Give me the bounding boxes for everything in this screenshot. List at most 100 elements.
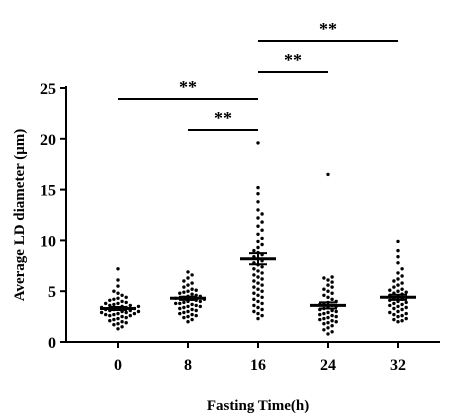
data-point: [252, 248, 256, 253]
data-point: [132, 311, 137, 316]
data-point: [404, 316, 408, 321]
data-point: [396, 255, 400, 259]
data-point: [116, 311, 120, 316]
data-point: [252, 285, 256, 289]
data-point: [112, 302, 116, 307]
data-point: [326, 310, 330, 315]
data-point: [318, 317, 322, 322]
x-tick-label: 16: [250, 357, 266, 374]
data-point: [108, 319, 112, 323]
data-point: [260, 313, 264, 318]
data-point: [252, 297, 256, 301]
data-point: [178, 301, 182, 306]
y-tick-label: 25: [40, 81, 56, 98]
data-point: [178, 291, 182, 295]
x-tick-label: 24: [320, 357, 336, 374]
data-point: [252, 309, 256, 314]
data-point: [256, 185, 260, 190]
data-point: [104, 312, 108, 317]
data-point: [116, 278, 120, 282]
data-point: [136, 304, 141, 309]
data-point: [330, 324, 334, 328]
data-point: [330, 313, 334, 318]
data-point: [404, 305, 408, 310]
data-point: [326, 315, 330, 320]
data-point: [260, 271, 264, 275]
data-point: [388, 303, 392, 308]
data-point: [326, 278, 330, 282]
data-point: [174, 301, 178, 306]
data-point: [392, 285, 396, 289]
data-point: [182, 300, 186, 305]
data-point: [322, 316, 326, 321]
data-point: [260, 212, 264, 216]
data-point: [256, 293, 260, 297]
data-point: [136, 309, 141, 314]
data-point: [396, 320, 400, 324]
data-point: [396, 304, 400, 309]
data-point: [120, 325, 124, 329]
data-point: [400, 319, 404, 323]
data-point: [260, 307, 264, 312]
data-point: [190, 292, 194, 296]
x-tick-label: 32: [390, 357, 406, 374]
data-point: [120, 320, 124, 324]
data-point: [326, 326, 330, 330]
data-point: [392, 306, 396, 311]
data-point: [396, 314, 400, 319]
data-point: [252, 267, 256, 271]
data-point: [260, 242, 264, 247]
data-point: [112, 289, 116, 293]
data-point: [198, 304, 202, 309]
data-point: [256, 305, 260, 310]
data-point: [256, 141, 260, 145]
data-point: [256, 216, 260, 220]
data-point: [322, 293, 326, 297]
data-point: [252, 279, 256, 283]
data-point: [256, 287, 260, 291]
data-point: [120, 293, 124, 297]
data-point: [256, 316, 260, 321]
data-point: [260, 220, 264, 224]
data-point: [400, 281, 404, 285]
data-point: [388, 288, 392, 292]
data-point: [396, 261, 400, 265]
data-point: [260, 301, 264, 306]
data-point: [182, 279, 186, 283]
data-point: [108, 313, 112, 318]
data-point: [194, 288, 198, 292]
data-point: [190, 302, 194, 307]
data-point: [396, 277, 400, 281]
data-point: [112, 323, 116, 327]
data-point: [260, 228, 264, 232]
x-tick-label: 8: [184, 357, 192, 374]
y-tick-label: 20: [40, 132, 56, 149]
data-point: [260, 295, 264, 299]
data-point: [330, 285, 334, 289]
data-point: [252, 291, 256, 295]
data-point: [194, 303, 198, 308]
data-point: [256, 239, 260, 244]
data-point: [330, 297, 334, 301]
x-axis-label: Fasting Time(h): [207, 398, 309, 414]
data-point: [326, 332, 330, 336]
data-point: [260, 236, 264, 241]
data-point: [318, 312, 322, 317]
data-point: [400, 302, 404, 307]
data-point: [178, 311, 182, 316]
data-point: [190, 281, 194, 285]
data-point: [260, 289, 264, 293]
significance-label: **: [319, 19, 337, 39]
y-tick-label: 15: [40, 183, 56, 200]
data-point: [326, 283, 330, 287]
data-point: [116, 284, 120, 288]
data-point: [330, 291, 334, 295]
data-point: [396, 248, 400, 253]
data-point: [326, 295, 330, 299]
significance-label: **: [214, 108, 232, 128]
data-point: [396, 239, 400, 244]
data-point: [120, 314, 124, 319]
data-point: [186, 276, 190, 280]
data-point: [256, 311, 260, 316]
data-point: [396, 271, 400, 275]
